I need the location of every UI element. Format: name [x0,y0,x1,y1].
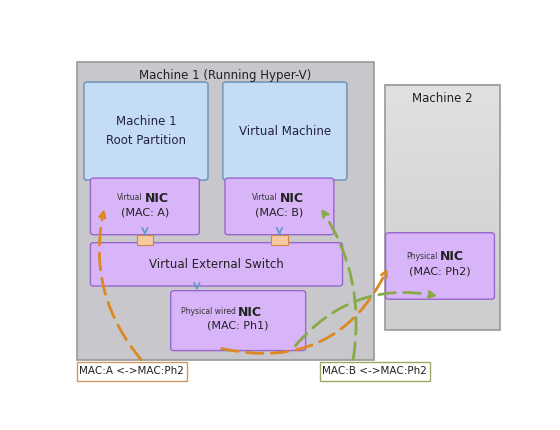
Bar [385,223,500,232]
Bar [385,304,500,313]
Bar [77,61,374,359]
Text: Machine 1
Root Partition: Machine 1 Root Partition [106,115,186,147]
FancyBboxPatch shape [90,178,199,235]
Bar [385,321,500,330]
Bar [385,198,500,207]
Bar [385,149,500,158]
Bar [385,117,500,126]
Bar [385,92,500,101]
Bar [77,362,187,381]
Text: NIC: NIC [440,250,464,263]
Text: (MAC: A): (MAC: A) [121,207,169,217]
Text: Virtual: Virtual [117,193,143,202]
Text: NIC: NIC [238,306,262,319]
Bar [385,100,500,109]
Bar [385,84,500,93]
FancyBboxPatch shape [385,233,494,299]
Text: NIC: NIC [145,192,169,205]
Bar [385,157,500,166]
Bar [385,125,500,134]
Bar [385,141,500,150]
Bar [385,247,500,256]
Text: MAC:A <->MAC:Ph2: MAC:A <->MAC:Ph2 [80,366,184,376]
Text: MAC:B <->MAC:Ph2: MAC:B <->MAC:Ph2 [323,366,427,376]
Bar [385,166,500,175]
Bar [385,272,500,281]
FancyBboxPatch shape [90,243,343,286]
FancyBboxPatch shape [223,82,347,180]
Text: NIC: NIC [279,192,304,205]
Bar [385,288,500,297]
Text: Physical wired: Physical wired [181,307,236,316]
Text: (MAC: B): (MAC: B) [255,207,304,217]
Bar [385,133,500,142]
Bar [385,239,500,248]
FancyBboxPatch shape [84,82,208,180]
FancyBboxPatch shape [171,291,306,350]
Text: Machine 1 (Running Hyper-V): Machine 1 (Running Hyper-V) [139,69,311,82]
Bar [385,296,500,305]
Bar [385,255,500,264]
Bar [271,235,288,245]
Bar [385,174,500,183]
Bar [385,206,500,215]
Text: Machine 2: Machine 2 [412,92,473,105]
Bar [385,85,500,330]
Bar [385,190,500,199]
Text: Virtual Machine: Virtual Machine [239,125,331,138]
Bar [385,264,500,273]
Text: Virtual: Virtual [251,193,277,202]
Text: (MAC: Ph2): (MAC: Ph2) [409,266,471,276]
Bar [385,313,500,322]
Text: (MAC: Ph1): (MAC: Ph1) [207,321,269,331]
Bar [385,215,500,224]
Bar [385,108,500,117]
Bar [385,231,500,240]
Bar [385,280,500,289]
Text: Physical: Physical [407,252,438,261]
Bar [385,182,500,191]
Bar [137,235,153,245]
FancyBboxPatch shape [225,178,334,235]
Text: Virtual External Switch: Virtual External Switch [149,258,284,271]
Bar [320,362,430,381]
